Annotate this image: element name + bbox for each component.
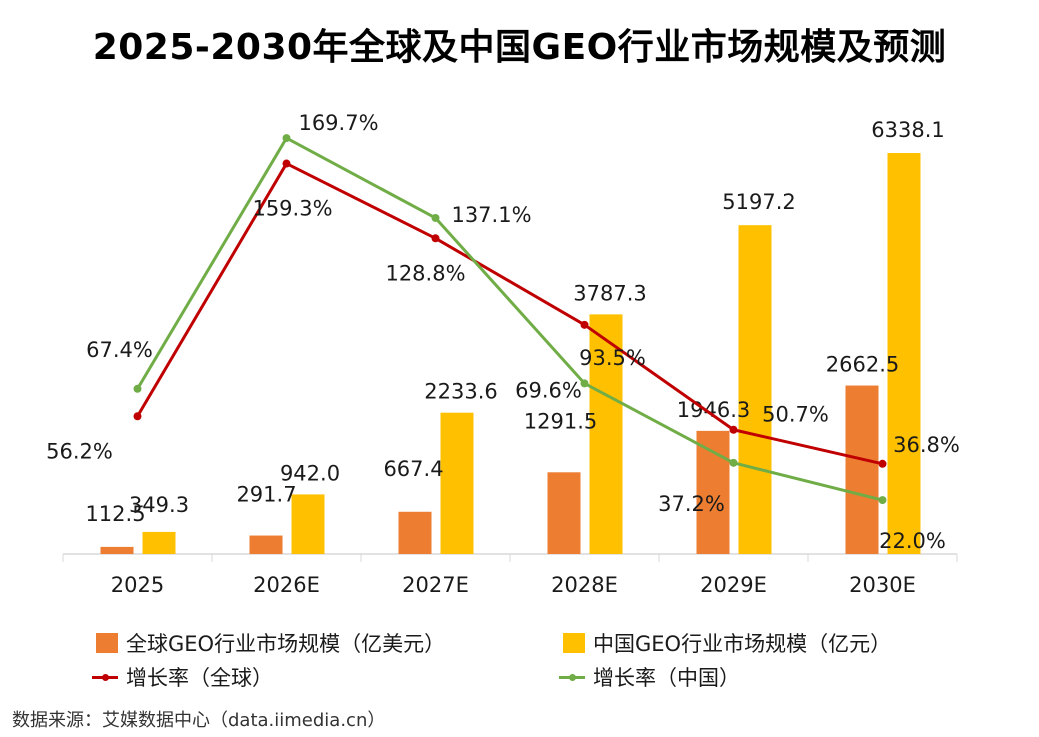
data-label-global-market: 2662.5	[826, 353, 899, 377]
data-label-china-market: 942.0	[280, 461, 340, 485]
data-label-china-market: 349.3	[129, 493, 189, 517]
data-label-global-market: 112.5	[85, 502, 145, 526]
legend-item-global-rate: 增长率（全球）	[92, 662, 273, 692]
x-tick-label: 2030E	[849, 573, 916, 597]
global-rate-marker	[580, 320, 589, 329]
bar-china-market	[142, 531, 176, 554]
data-label-china-rate: 67.4%	[86, 338, 153, 362]
china-rate-marker	[580, 379, 589, 388]
data-label-global-market: 291.7	[236, 483, 296, 507]
data-source: 数据来源：艾媒数据中心（data.iimedia.cn）	[12, 710, 386, 731]
bar-china-market	[291, 494, 325, 554]
bar-global-market	[100, 546, 134, 554]
data-label-global-market: 1946.3	[677, 398, 750, 422]
x-tick-label: 2025	[111, 573, 164, 597]
legend-label: 增长率（中国）	[593, 666, 740, 690]
china-rate-marker	[133, 384, 142, 393]
bar-china-market	[738, 225, 772, 554]
legend-label: 中国GEO行业市场规模（亿元）	[593, 632, 892, 656]
global-rate-marker	[431, 234, 440, 243]
x-tick-label: 2027E	[402, 573, 469, 597]
legend-label: 增长率（全球）	[126, 666, 273, 690]
data-label-china-market: 3787.3	[573, 281, 646, 305]
data-label-china-rate: 137.1%	[451, 203, 531, 227]
global-rate-marker	[133, 412, 142, 421]
data-label-global-rate: 56.2%	[46, 439, 113, 463]
legend-label: 全球GEO行业市场规模（亿美元）	[126, 632, 446, 656]
x-tick-label: 2028E	[551, 573, 618, 597]
data-label-china-rate: 37.2%	[658, 492, 725, 516]
bar-global-market	[398, 511, 432, 554]
legend-line-china-rate-icon	[559, 667, 585, 687]
bar-global-market	[845, 385, 879, 554]
legend-swatch-global-bar	[96, 633, 118, 653]
data-label-global-rate: 93.5%	[579, 346, 646, 370]
bar-global-market	[547, 472, 581, 554]
data-label-global-rate: 128.8%	[385, 261, 465, 285]
chart-title: 2025-2030年全球及中国GEO行业市场规模及预测	[92, 27, 947, 68]
legend-item-china-rate: 增长率（中国）	[559, 662, 740, 692]
data-label-global-rate: 159.3%	[252, 197, 332, 221]
x-tick-label: 2029E	[700, 573, 767, 597]
data-label-china-market: 2233.6	[424, 380, 497, 404]
china-rate-marker	[729, 458, 738, 467]
x-tick-label: 2026E	[253, 573, 320, 597]
data-label-china-rate: 69.6%	[515, 378, 582, 402]
data-label-china-market: 6338.1	[871, 118, 944, 142]
china-rate-marker	[431, 213, 440, 222]
data-label-global-market: 1291.5	[524, 409, 597, 433]
global-rate-marker	[878, 459, 887, 468]
data-label-china-market: 5197.2	[722, 190, 795, 214]
bar-china-market	[589, 314, 623, 554]
global-rate-line	[136, 162, 883, 466]
data-label-global-rate: 50.7%	[762, 403, 829, 427]
global-rate-marker	[282, 159, 291, 168]
bar-china-market	[887, 153, 921, 554]
bar-global-market	[249, 535, 283, 554]
data-label-global-rate: 36.8%	[893, 433, 960, 457]
legend-line-global-rate-icon	[92, 667, 118, 687]
data-label-china-rate: 169.7%	[298, 111, 378, 135]
legend-item-china-market: 中国GEO行业市场规模（亿元）	[563, 628, 891, 658]
china-rate-marker	[878, 496, 887, 505]
data-label-global-market: 667.4	[383, 457, 443, 481]
global-rate-marker	[729, 425, 738, 434]
data-label-china-rate: 22.0%	[879, 529, 946, 553]
legend-item-global-market: 全球GEO行业市场规模（亿美元）	[96, 628, 445, 658]
china-rate-marker	[282, 134, 291, 143]
china-rate-line	[136, 136, 883, 502]
bar-china-market	[440, 412, 474, 554]
legend-swatch-china-bar	[563, 633, 585, 653]
